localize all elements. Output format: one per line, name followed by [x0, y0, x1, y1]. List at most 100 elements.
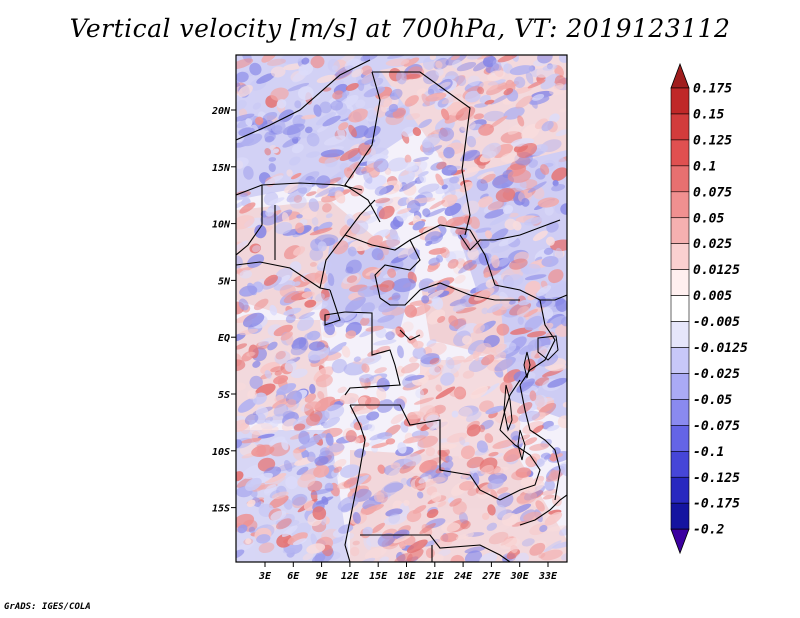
velocity-speckle — [306, 451, 316, 462]
velocity-speckle — [297, 474, 316, 488]
colorbar-label: -0.005 — [693, 315, 740, 330]
velocity-speckle — [371, 522, 385, 533]
velocity-speckle — [387, 466, 404, 478]
velocity-speckle — [521, 198, 530, 207]
velocity-speckle — [464, 550, 483, 562]
velocity-speckle — [546, 525, 567, 532]
velocity-speckle — [276, 99, 287, 109]
velocity-speckle — [389, 88, 403, 100]
velocity-speckle — [315, 112, 337, 126]
lat-tick-label: 5S — [218, 390, 230, 401]
velocity-speckle — [428, 257, 440, 266]
velocity-speckle — [281, 525, 298, 538]
velocity-speckle — [333, 317, 345, 328]
velocity-speckle — [387, 268, 397, 278]
velocity-speckle — [537, 55, 553, 64]
velocity-speckle — [429, 357, 440, 365]
velocity-speckle — [386, 234, 401, 248]
velocity-speckle — [304, 393, 317, 403]
velocity-speckle — [296, 214, 303, 219]
velocity-speckle — [491, 244, 511, 254]
velocity-speckle — [500, 152, 520, 163]
velocity-speckle — [390, 462, 401, 469]
velocity-speckle — [536, 285, 552, 297]
velocity-speckle — [478, 252, 490, 266]
velocity-speckle — [236, 255, 243, 269]
velocity-speckle — [469, 216, 480, 229]
velocity-speckle — [249, 375, 263, 390]
velocity-speckle — [479, 552, 498, 562]
velocity-speckle — [240, 192, 248, 198]
velocity-speckle — [441, 93, 462, 105]
velocity-speckle — [375, 197, 391, 204]
velocity-speckle — [479, 80, 498, 91]
lon-tick-label: 24E — [453, 571, 473, 582]
velocity-speckle — [481, 354, 495, 366]
colorbar-label: -0.025 — [693, 367, 740, 382]
velocity-speckle — [489, 228, 509, 243]
velocity-speckle — [485, 405, 505, 415]
velocity-speckle — [337, 386, 347, 394]
velocity-speckle — [490, 343, 507, 353]
velocity-speckle — [274, 350, 291, 365]
velocity-speckle — [418, 183, 440, 194]
velocity-speckle — [267, 341, 278, 351]
velocity-speckle — [363, 171, 373, 184]
lat-tick-label: 20N — [211, 106, 231, 117]
velocity-speckle — [291, 143, 304, 154]
velocity-speckle — [373, 158, 389, 173]
velocity-speckle — [489, 115, 508, 129]
colorbar-label: -0.1 — [693, 445, 724, 460]
velocity-speckle — [342, 533, 355, 541]
velocity-speckle — [544, 479, 556, 491]
velocity-speckle — [485, 279, 496, 289]
lat-tick-label: 5N — [218, 276, 231, 287]
velocity-speckle — [396, 70, 407, 85]
velocity-speckle — [415, 480, 437, 490]
velocity-speckle — [246, 351, 256, 357]
velocity-speckle — [490, 351, 507, 363]
velocity-speckle — [301, 291, 315, 298]
lon-tick-label: 18E — [397, 571, 416, 582]
velocity-speckle — [555, 323, 567, 337]
velocity-speckle — [347, 246, 357, 257]
velocity-speckle — [370, 77, 384, 87]
latitude-axis: 20N 15N 10N 5N EQ 5S 10S 15S — [211, 106, 236, 515]
velocity-speckle — [236, 513, 255, 529]
velocity-speckle — [417, 435, 439, 448]
velocity-speckle — [447, 165, 461, 171]
velocity-speckle — [306, 191, 317, 197]
velocity-speckle — [402, 435, 426, 444]
velocity-speckle — [548, 469, 561, 482]
lon-tick-label: 30E — [510, 571, 530, 582]
velocity-speckle — [425, 207, 446, 218]
velocity-speckle — [295, 222, 305, 234]
velocity-speckle — [403, 453, 422, 467]
velocity-speckle — [363, 86, 386, 98]
velocity-speckle — [521, 123, 540, 140]
velocity-speckle — [275, 462, 299, 472]
velocity-speckle — [522, 480, 545, 494]
velocity-speckle — [460, 445, 475, 460]
velocity-speckle — [282, 123, 305, 135]
velocity-speckle — [435, 60, 443, 69]
velocity-speckle — [236, 113, 255, 122]
velocity-speckle — [296, 466, 309, 476]
velocity-speckle — [305, 151, 321, 158]
velocity-speckle — [283, 459, 293, 472]
velocity-speckle — [459, 181, 473, 193]
velocity-speckle — [345, 430, 357, 443]
velocity-speckle — [476, 171, 495, 179]
velocity-speckle — [455, 534, 469, 540]
velocity-speckle — [473, 113, 484, 120]
velocity-speckle — [524, 274, 547, 281]
velocity-speckle — [529, 542, 546, 556]
velocity-speckle — [511, 503, 532, 515]
velocity-speckle — [491, 255, 500, 269]
velocity-speckle — [297, 316, 314, 331]
velocity-speckle — [443, 146, 455, 159]
velocity-speckle — [254, 224, 267, 239]
velocity-speckle — [397, 246, 417, 259]
velocity-speckle — [331, 358, 347, 374]
velocity-speckle — [335, 191, 345, 204]
